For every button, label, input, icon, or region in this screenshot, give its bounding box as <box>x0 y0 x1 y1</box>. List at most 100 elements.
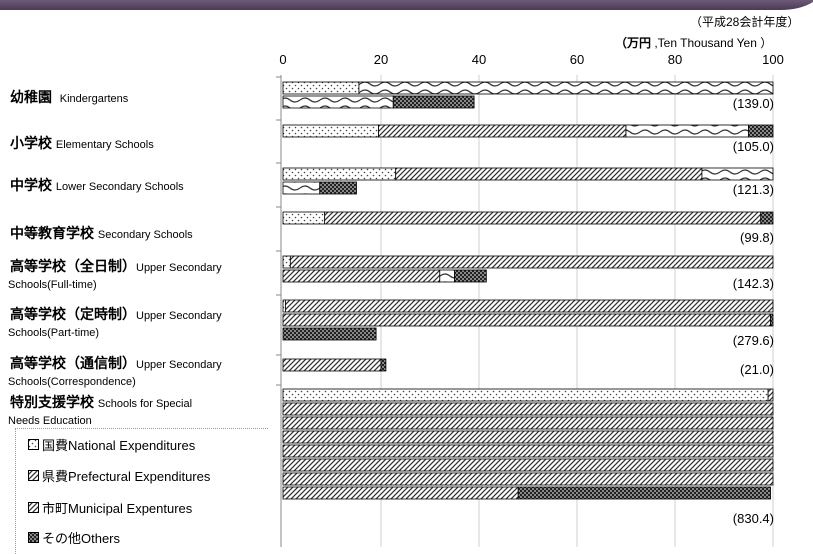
category-label-en: Upper Secondary <box>136 359 222 371</box>
bar-segment-diag <box>282 486 519 500</box>
legend-label: 市町Municipal Expentures <box>42 501 193 516</box>
total-value-label: (105.0) <box>733 139 774 154</box>
bar-segment-diag <box>324 211 762 225</box>
total-value-label: (142.3) <box>733 276 774 291</box>
category-label-en: Schools for Special <box>97 398 193 410</box>
legend-item-municipal: 市町Municipal Expentures <box>28 498 192 517</box>
bar-segment-dots <box>282 388 769 402</box>
bar-segment-checker <box>760 211 774 225</box>
unit-label-en: ,Ten Thousand Yen ） <box>651 36 773 50</box>
bar-segment-diag <box>282 472 774 486</box>
category-label-en: Lower Secondary Schools <box>55 181 184 193</box>
bar-segment-wave <box>358 81 774 95</box>
bar-segment-diag <box>282 269 441 283</box>
bar-segment-diag <box>282 458 774 472</box>
category-label-ja: 小学校 <box>10 135 52 151</box>
bar-segment-dots <box>282 124 379 138</box>
bar-segment-wave <box>701 167 774 181</box>
total-value-label: (99.8) <box>740 230 774 245</box>
bar-segment-dots <box>282 211 326 225</box>
category-label-special-needs: 特別支援学校 Schools for Special Needs Educatio… <box>8 394 193 430</box>
category-label-elementary: 小学校 Elementary Schools <box>10 135 154 154</box>
category-label-ja: 幼稚園 <box>10 89 52 105</box>
category-label-en-line2: Schools(Full-time) <box>8 279 97 291</box>
bar-segment-diag <box>282 358 382 372</box>
bar-segment-diag <box>282 416 774 430</box>
legend-label: その他Others <box>42 531 121 546</box>
legend-swatch-wave <box>28 502 39 513</box>
x-tick-label: 20 <box>374 52 388 67</box>
category-label-en: Upper Secondary <box>136 262 222 274</box>
bar-segment-diag <box>767 388 774 402</box>
bar-segment-dots <box>282 255 291 269</box>
category-label-en: Elementary Schools <box>55 139 154 151</box>
legend-item-national: 国費National Expenditures <box>28 435 195 454</box>
legend-label: 県費Prefectural Expenditures <box>42 469 211 484</box>
category-label-ja: 高等学校（全日制） <box>10 258 136 274</box>
bars: (139.0) (105.0) (121.3) (99.8) (142.3) (279.6… <box>282 81 774 526</box>
legend-swatch-diag <box>28 470 39 481</box>
category-label-en-line2: Schools(Part-time) <box>8 327 100 339</box>
x-tick-label: 100 <box>762 52 784 67</box>
category-label-en: Upper Secondary <box>136 310 222 322</box>
legend-item-prefectural: 県費Prefectural Expenditures <box>28 466 210 485</box>
legend <box>15 428 268 554</box>
bar-segment-diag <box>285 299 774 313</box>
bar-segment-diag <box>282 430 774 444</box>
category-label-en: Secondary Schools <box>97 229 193 241</box>
bar-segment-checker <box>282 327 377 341</box>
bar-segment-checker <box>392 95 475 109</box>
bar-segment-diag <box>289 255 774 269</box>
bar-segment-diag <box>282 444 774 458</box>
title-banner-shape <box>0 0 813 10</box>
category-label-ja: 特別支援学校 <box>10 394 94 410</box>
total-value-label: (121.3) <box>733 182 774 197</box>
category-label-secondary: 中等教育学校 Secondary Schools <box>10 225 193 244</box>
category-axis <box>276 75 282 547</box>
x-tick-label: 0 <box>279 52 286 67</box>
x-tick-label: 40 <box>472 52 486 67</box>
category-label-ja: 中等教育学校 <box>10 225 94 241</box>
x-tick-label: 80 <box>668 52 682 67</box>
bar-segment-diag <box>282 402 774 416</box>
category-label-upper-full-time: 高等学校（全日制）Upper Secondary Schools(Full-tim… <box>8 258 222 294</box>
total-value-label: (21.0) <box>740 362 774 377</box>
bar-segment-diag <box>395 167 703 181</box>
category-label-en: Kindergartens <box>59 93 129 105</box>
total-value-label: (279.6) <box>733 333 774 348</box>
category-label-lower-secondary: 中学校 Lower Secondary Schools <box>10 177 184 196</box>
bar-segment-checker <box>748 124 774 138</box>
fiscal-year-label: （平成28会計年度） <box>690 15 800 29</box>
legend-label: 国費National Expenditures <box>42 438 196 453</box>
unit-label-ja: （万円 <box>615 36 652 50</box>
category-label-kindergartens: 幼稚園 Kindergartens <box>10 89 128 108</box>
bar-segment-wave <box>439 269 455 283</box>
total-value-label: (139.0) <box>733 96 774 111</box>
bar-segment-checker <box>380 358 387 372</box>
bar-segment-diag <box>378 124 627 138</box>
category-label-en-line2: Needs Education <box>8 415 92 427</box>
bar-segment-dots <box>282 81 360 95</box>
category-label-ja: 高等学校（通信制） <box>10 355 136 371</box>
category-label-en-line2: Schools(Correspondence) <box>8 376 136 388</box>
bar-segment-wave <box>625 124 749 138</box>
category-label-ja: 高等学校（定時制） <box>10 306 136 322</box>
bar-segment-wave <box>282 95 394 109</box>
bar-segment-dots <box>282 167 397 181</box>
x-axis-ticks: 0 20 40 60 80 100 <box>279 52 783 67</box>
bar-segment-diag <box>282 313 771 327</box>
category-label-upper-correspondence: 高等学校（通信制）Upper Secondary Schools(Correspo… <box>8 355 222 391</box>
bar-segment-checker <box>319 181 357 195</box>
legend-item-others: その他Others <box>28 528 120 547</box>
category-label-upper-part-time: 高等学校（定時制）Upper Secondary Schools(Part-tim… <box>8 306 222 342</box>
total-value-label: (830.4) <box>733 511 774 526</box>
bar-segment-checker <box>517 486 771 500</box>
bar-segment-checker <box>454 269 487 283</box>
category-label-ja: 中学校 <box>10 177 52 193</box>
unit-label: （万円 ,Ten Thousand Yen ） <box>615 34 772 51</box>
legend-swatch-checker <box>28 532 39 543</box>
bar-segment-wave <box>282 181 321 195</box>
x-tick-label: 60 <box>570 52 584 67</box>
legend-swatch-dots <box>28 439 39 450</box>
